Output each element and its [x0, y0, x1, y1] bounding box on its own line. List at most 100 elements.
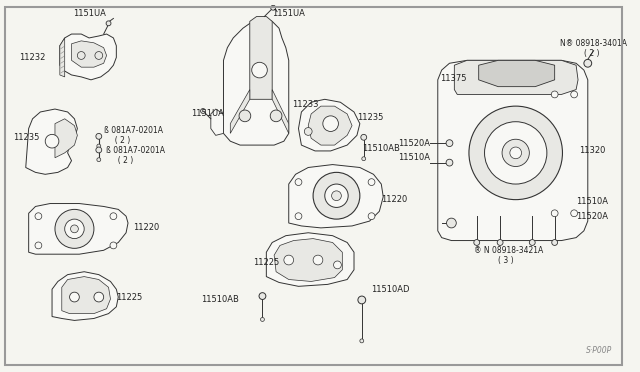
Circle shape: [510, 147, 522, 159]
Circle shape: [70, 225, 78, 233]
Polygon shape: [230, 90, 250, 134]
Circle shape: [35, 242, 42, 249]
Text: 11225: 11225: [116, 292, 143, 302]
Polygon shape: [479, 60, 555, 87]
Circle shape: [446, 159, 453, 166]
Circle shape: [271, 5, 276, 10]
Circle shape: [97, 144, 100, 148]
Text: 11232: 11232: [19, 53, 45, 62]
Circle shape: [270, 110, 282, 122]
Circle shape: [360, 339, 364, 343]
Circle shape: [96, 134, 102, 139]
Polygon shape: [250, 16, 272, 99]
Bar: [4, 7, 621, 365]
Circle shape: [295, 179, 302, 186]
Circle shape: [95, 52, 102, 60]
Text: 11235: 11235: [13, 133, 40, 142]
Circle shape: [571, 91, 577, 98]
Polygon shape: [60, 34, 116, 80]
Circle shape: [446, 140, 453, 147]
Polygon shape: [223, 19, 289, 145]
Text: 11220: 11220: [133, 223, 159, 232]
Circle shape: [94, 292, 104, 302]
Circle shape: [110, 242, 117, 249]
Text: 11520A: 11520A: [576, 212, 608, 221]
Text: ( 2 ): ( 2 ): [111, 136, 131, 145]
Circle shape: [551, 210, 558, 217]
Circle shape: [96, 147, 102, 153]
Polygon shape: [29, 203, 128, 254]
Circle shape: [305, 128, 312, 135]
Polygon shape: [72, 41, 107, 67]
Circle shape: [469, 106, 563, 200]
Circle shape: [260, 317, 264, 321]
Circle shape: [70, 292, 79, 302]
Circle shape: [55, 209, 94, 248]
Circle shape: [45, 134, 59, 148]
Circle shape: [529, 240, 535, 246]
Text: 11320: 11320: [579, 147, 605, 155]
Circle shape: [259, 293, 266, 299]
Circle shape: [362, 157, 365, 161]
Polygon shape: [60, 38, 65, 77]
Circle shape: [552, 240, 557, 246]
Text: 11510AD: 11510AD: [372, 285, 410, 294]
Circle shape: [97, 158, 100, 162]
Text: ( 2 ): ( 2 ): [113, 156, 134, 165]
Circle shape: [571, 210, 577, 217]
Circle shape: [35, 213, 42, 219]
Text: ß 081A7-0201A: ß 081A7-0201A: [104, 126, 163, 135]
Text: 11510A: 11510A: [398, 153, 430, 162]
Circle shape: [497, 240, 503, 246]
Text: 1151UA: 1151UA: [74, 9, 106, 18]
Text: 11510AB: 11510AB: [201, 295, 239, 304]
Circle shape: [332, 191, 341, 201]
Circle shape: [252, 62, 268, 78]
Text: 11520A: 11520A: [398, 139, 430, 148]
Circle shape: [368, 179, 375, 186]
Circle shape: [474, 240, 479, 246]
Polygon shape: [454, 60, 578, 94]
Circle shape: [77, 52, 85, 60]
Text: ( 2 ): ( 2 ): [584, 49, 600, 58]
Polygon shape: [298, 99, 360, 151]
Circle shape: [313, 172, 360, 219]
Text: 11510A: 11510A: [576, 197, 608, 206]
Circle shape: [110, 213, 117, 219]
Circle shape: [239, 110, 251, 122]
Polygon shape: [26, 109, 77, 174]
Text: 11510AB: 11510AB: [362, 144, 399, 153]
Circle shape: [323, 116, 339, 131]
Polygon shape: [274, 238, 342, 282]
Circle shape: [368, 213, 375, 219]
Text: ( 3 ): ( 3 ): [498, 256, 514, 264]
Circle shape: [447, 218, 456, 228]
Text: 11233: 11233: [292, 100, 318, 109]
Polygon shape: [289, 164, 383, 228]
Circle shape: [324, 184, 348, 208]
Text: 11235: 11235: [357, 113, 383, 122]
Circle shape: [106, 21, 111, 26]
Text: ß 081A7-0201A: ß 081A7-0201A: [106, 147, 164, 155]
Text: 1151UA: 1151UA: [272, 9, 305, 18]
Circle shape: [200, 109, 205, 113]
Circle shape: [295, 213, 302, 219]
Circle shape: [284, 255, 294, 265]
Circle shape: [313, 255, 323, 265]
Polygon shape: [52, 272, 118, 320]
Text: N® 08918-3401A: N® 08918-3401A: [559, 39, 627, 48]
Text: 11375: 11375: [440, 74, 466, 83]
Circle shape: [65, 219, 84, 238]
Text: 11225: 11225: [253, 259, 279, 267]
Circle shape: [584, 60, 592, 67]
Circle shape: [333, 261, 341, 269]
Polygon shape: [62, 277, 111, 314]
Polygon shape: [211, 109, 223, 135]
Polygon shape: [266, 233, 354, 286]
Polygon shape: [272, 90, 289, 134]
Polygon shape: [308, 106, 352, 145]
Circle shape: [502, 139, 529, 167]
Circle shape: [484, 122, 547, 184]
Circle shape: [361, 134, 367, 140]
Text: ® N 08918-3421A: ® N 08918-3421A: [474, 246, 543, 255]
